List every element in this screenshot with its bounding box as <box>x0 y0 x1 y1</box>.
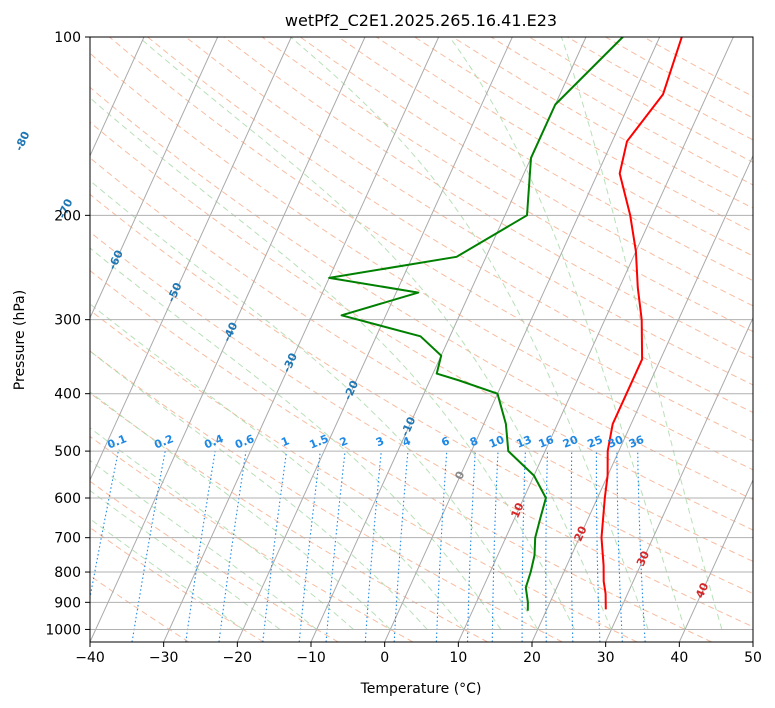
isotherm-line <box>90 37 145 158</box>
y-tick-label: 900 <box>54 595 81 611</box>
mixing-ratio-label: 20 <box>561 433 580 451</box>
moist-adiabat-line <box>138 37 612 630</box>
y-tick-label: 700 <box>54 531 81 547</box>
x-tick-label: 20 <box>523 650 541 666</box>
dry-adiabat-line <box>90 86 753 501</box>
mixing-ratio-label: 30 <box>606 433 625 451</box>
isotherm-line <box>90 37 366 642</box>
dry-adiabat-line <box>90 193 753 595</box>
x-tick-label: 40 <box>670 650 688 666</box>
y-tick-label: 600 <box>54 491 81 507</box>
y-axis-label: Pressure (hPa) <box>12 290 28 390</box>
y-tick-label: 500 <box>54 444 81 460</box>
dry-adiabat-line <box>147 37 753 414</box>
dry-adiabat-line <box>109 37 753 442</box>
temperature-line <box>600 37 683 610</box>
moist-adiabat-line <box>90 427 354 630</box>
dry-adiabat-line <box>90 231 753 628</box>
isotherm-label: 40 <box>693 580 711 600</box>
isotherm-line <box>678 478 753 642</box>
mixing-ratio-label: 10 <box>487 433 506 451</box>
y-tick-label: 100 <box>54 30 81 46</box>
mixing-ratio-line <box>262 451 288 642</box>
moist-adiabat-line <box>90 180 539 630</box>
isotherm-line <box>163 37 440 642</box>
dewpoint-line <box>328 37 624 611</box>
mixing-ratio-line <box>364 451 382 642</box>
moist-adiabat-line <box>90 350 428 630</box>
dry-adiabat-line <box>261 37 753 333</box>
y-tick-label: 200 <box>54 208 81 224</box>
y-tick-label: 800 <box>54 565 81 581</box>
axis-layer: −40 −30 −20 −10 0 10 20 30 40 50 100 200 300 400 500 60… <box>45 30 762 666</box>
chart-title: wetPf2_C2E1.2025.265.16.41.E23 <box>285 11 557 31</box>
x-tick-label: 50 <box>744 650 762 666</box>
isotherm-label: 10 <box>509 500 527 520</box>
dry-adiabat-line <box>299 37 753 307</box>
x-tick-label: −20 <box>223 650 253 666</box>
mixing-ratio-label: 16 <box>537 433 556 451</box>
isotherm-line <box>531 154 753 642</box>
x-axis-label: Temperature (°C) <box>360 681 482 697</box>
dry-adiabat-line <box>90 480 339 642</box>
moist-adiabat-line <box>90 97 575 630</box>
moist-adiabat-line <box>90 303 465 630</box>
isotherm-line <box>605 316 753 642</box>
x-tick-label: −30 <box>149 650 179 666</box>
x-tick-label: 0 <box>380 650 389 666</box>
isotherm-line <box>457 37 734 642</box>
mixing-ratio-label: 3 <box>374 434 386 449</box>
dry-adiabat-line <box>90 350 563 642</box>
isotherm-label: 20 <box>572 524 590 544</box>
mixing-ratio-label: 2 <box>338 434 350 449</box>
moist-adiabat-line <box>560 37 723 630</box>
mixing-ratio-label: 25 <box>586 433 605 451</box>
isotherm-line <box>90 37 292 482</box>
mixing-ratio-label: 13 <box>515 433 534 451</box>
series-layer <box>328 37 683 611</box>
x-tick-label: 30 <box>597 650 615 666</box>
moist-adiabat-line <box>90 489 281 630</box>
moist-adiabat-line <box>290 37 649 630</box>
y-tick-label: 1000 <box>45 622 81 638</box>
plot-frame <box>89 36 754 643</box>
y-tick-label: 400 <box>54 387 81 403</box>
mixing-ratio-label: 1 <box>279 434 291 449</box>
mixing-ratio-line <box>185 451 216 642</box>
mixing-ratio-label: 36 <box>627 433 646 451</box>
dry-adiabat-line <box>90 309 638 642</box>
x-tick-label: −10 <box>296 650 326 666</box>
x-tick-label: −40 <box>75 650 105 666</box>
dry-adiabat-line <box>90 121 753 531</box>
isotherm-line <box>384 37 661 642</box>
mixing-ratio-line <box>325 451 346 642</box>
y-tick-label: 300 <box>54 313 81 329</box>
moist-adiabat-line <box>90 518 244 630</box>
mixing-ratio-line <box>298 451 321 642</box>
mixing-ratio-line <box>218 451 247 642</box>
mixing-ratio-label: 8 <box>468 434 480 449</box>
isotherm-line <box>236 37 513 642</box>
isotherm-line <box>90 37 219 320</box>
moist-adiabat-line <box>449 37 686 630</box>
moist-adiabat-line <box>90 247 502 630</box>
moist-adiabat-line <box>90 391 391 630</box>
isotherm-label: 30 <box>634 549 652 569</box>
x-tick-label: 10 <box>449 650 467 666</box>
